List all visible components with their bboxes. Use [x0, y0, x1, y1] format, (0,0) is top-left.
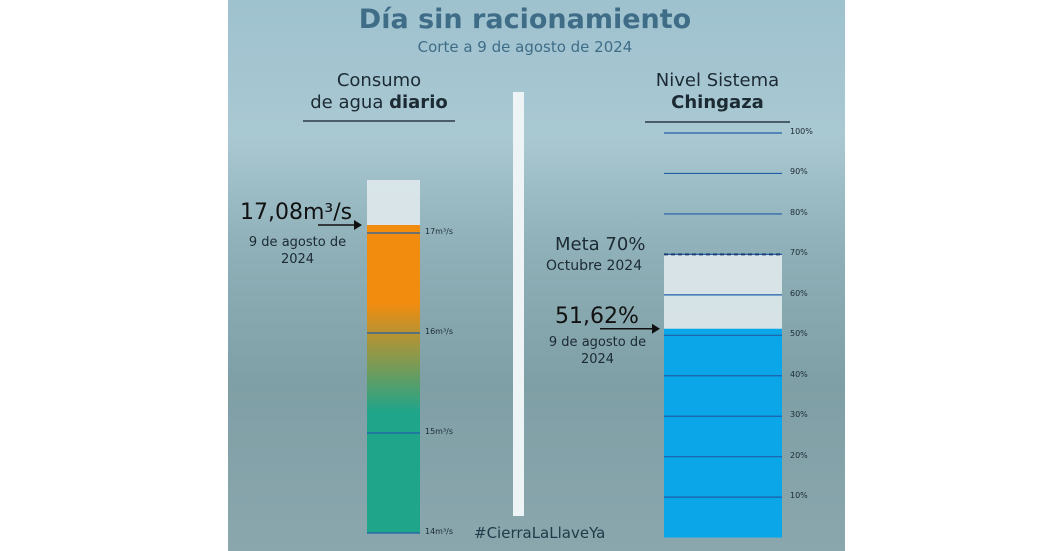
y-tick-label: 50% — [790, 329, 808, 339]
title-line: Consumo — [336, 70, 422, 91]
y-tick-label: 17m³/s — [425, 227, 454, 236]
gauge-fill — [664, 328, 782, 538]
title-part: de agua — [310, 92, 384, 113]
value-date: 9 de agosto de 2024 — [548, 335, 647, 367]
y-tick-label: 100% — [790, 127, 813, 136]
y-tick-label: 14m³/s — [425, 527, 454, 536]
target-label: Meta 70% — [555, 234, 646, 256]
gauge-fill — [367, 225, 420, 533]
y-tick-label: 70% — [790, 248, 808, 258]
title-line: Nivel Sistema — [655, 70, 780, 91]
divider — [513, 92, 524, 516]
value-date: 9 de agosto de 2024 — [248, 235, 347, 267]
value-arrowhead — [354, 220, 362, 230]
title: Día sin racionamiento — [358, 4, 692, 35]
y-tick-label: 20% — [790, 450, 808, 460]
title-line: Chingaza — [645, 92, 790, 114]
target-note: Octubre 2024 — [546, 258, 643, 275]
title-bold: diario — [389, 92, 448, 113]
value-arrowhead — [652, 323, 660, 334]
gauge-title: Consumo de agua diario — [303, 70, 455, 114]
y-tick-label: 90% — [790, 167, 808, 177]
subtitle: Corte a 9 de agosto de 2024 — [417, 38, 633, 56]
y-tick-label: 30% — [790, 410, 808, 420]
value-label: 17,08m³/s — [240, 200, 353, 225]
y-tick-label: 80% — [790, 207, 808, 217]
value-label: 51,62% — [555, 304, 639, 329]
title-bold: Chingaza — [671, 92, 764, 113]
gauge-title: Nivel Sistema Chingaza — [645, 70, 790, 114]
hashtag: #CierraLaLlaveYa — [474, 524, 606, 542]
y-tick-label: 60% — [790, 288, 808, 298]
y-tick-label: 40% — [790, 369, 808, 379]
y-tick-label: 10% — [790, 491, 808, 501]
y-tick-label: 15m³/s — [425, 427, 454, 436]
title-line: de agua diario — [303, 92, 455, 114]
y-tick-label: 16m³/s — [425, 327, 454, 336]
